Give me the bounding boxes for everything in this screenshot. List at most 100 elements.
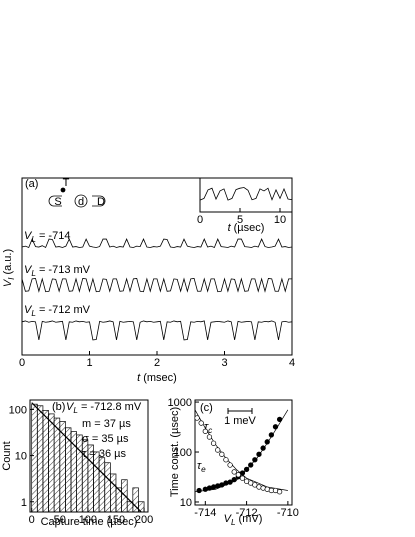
data-point [252, 457, 258, 463]
trace-label: VL = -712 mV [24, 304, 91, 318]
text-part: V [24, 230, 33, 242]
trace [21, 320, 293, 341]
series-label: τe [197, 460, 206, 474]
trace-label: VL = -713 mV [24, 264, 91, 278]
y-tick-label: 100 [9, 404, 27, 416]
text-part: I [7, 277, 16, 280]
data-point [235, 472, 241, 478]
scale-bar-label: 1 meV [224, 415, 256, 427]
data-point [206, 434, 213, 440]
x-tick-label: 5 [237, 214, 243, 226]
histogram-bar [132, 487, 139, 513]
text-part: t [228, 222, 232, 234]
data-point [194, 415, 200, 421]
y-tick-label: 1000 [168, 397, 192, 409]
device-label: D [97, 196, 105, 208]
data-point [227, 462, 233, 468]
x-tick-label: 150 [107, 514, 125, 526]
device-label: d [78, 196, 84, 208]
x-tick-label: 1 [86, 357, 92, 369]
text-part: = -712.8 mV [81, 401, 142, 413]
data-point [196, 487, 202, 494]
text-part: L [31, 309, 36, 318]
text-part: = -714 [39, 230, 71, 242]
data-point [223, 457, 229, 463]
text-part: L [73, 406, 78, 415]
y-axis-label: Count [1, 441, 13, 470]
data-point [231, 469, 237, 475]
data-point [198, 420, 204, 426]
data-point [252, 482, 258, 488]
text-part: = -712 mV [39, 304, 91, 316]
histogram-bar [93, 451, 100, 513]
x-tick-label: 200 [135, 514, 153, 526]
x-tick-label: 2 [154, 357, 160, 369]
trace [199, 187, 293, 201]
x-tick-label: 100 [79, 514, 97, 526]
data-point [219, 451, 225, 457]
histogram-bar [76, 434, 83, 513]
text-part: L [231, 518, 236, 527]
histogram-bar [70, 431, 77, 513]
histogram-bar [42, 410, 49, 513]
plot-frame [199, 177, 293, 213]
histogram-bar [98, 457, 106, 513]
histogram-bar [36, 405, 44, 513]
data-point [276, 489, 283, 495]
series-label: τc [204, 421, 213, 435]
condition-label: VL = -712.8 mV [66, 401, 142, 415]
x-axis-label: t (µsec) [228, 222, 265, 234]
x-tick-label: 0 [19, 357, 25, 369]
histogram-bar [31, 403, 38, 513]
text-part: = -713 mV [39, 264, 91, 276]
x-tick-label: 4 [289, 357, 295, 369]
fit-parameter: σ = 35 µs [82, 433, 129, 445]
data-point [227, 479, 233, 485]
x-axis-label: VL (mV) [224, 513, 263, 527]
text-part: V [24, 304, 33, 316]
data-point [272, 424, 279, 430]
data-point [202, 428, 208, 434]
device-schematic [48, 187, 106, 208]
text-part: (msec) [143, 372, 177, 384]
x-tick-label: 50 [54, 514, 66, 526]
data-point [243, 466, 250, 472]
text-part: t [137, 372, 141, 384]
text-part: L [31, 269, 36, 278]
data-point [231, 476, 237, 483]
x-tick-label: 3 [221, 357, 227, 369]
data-point [239, 475, 246, 481]
text-part: L [31, 235, 36, 244]
y-tick-label: 10 [15, 451, 27, 463]
text-part: V [66, 401, 75, 413]
histogram-bar [48, 413, 55, 513]
histogram-bar [110, 473, 117, 513]
text-part: (µsec) [234, 222, 265, 234]
data-point [256, 451, 262, 457]
histogram-bar [53, 417, 61, 513]
y-tick-label: 100 [174, 447, 192, 459]
trace [21, 238, 293, 249]
x-tick-label: -710 [277, 507, 299, 519]
histogram-bar [104, 462, 111, 513]
y-axis-label: VI (a.u.) [2, 249, 16, 287]
text-part: e [201, 465, 206, 474]
x-tick-label: -714 [194, 507, 216, 519]
x-axis-label: Capture time (µsec) [41, 516, 138, 528]
data-point [260, 445, 266, 451]
text-part: τ [197, 460, 202, 472]
text-part: V [24, 264, 33, 276]
panel-label: (c) [200, 402, 213, 414]
panel-label: (a) [25, 178, 38, 190]
trace [21, 277, 292, 293]
device-label: T [63, 177, 70, 189]
fit-parameter: τ = 36 µs [82, 448, 127, 460]
y-tick-label: 10 [180, 497, 192, 509]
x-tick-label: -712 [236, 507, 258, 519]
y-tick-label: 1 [21, 497, 27, 509]
data-point [210, 440, 217, 446]
data-point [215, 447, 221, 453]
x-tick-label: 0 [29, 514, 35, 526]
